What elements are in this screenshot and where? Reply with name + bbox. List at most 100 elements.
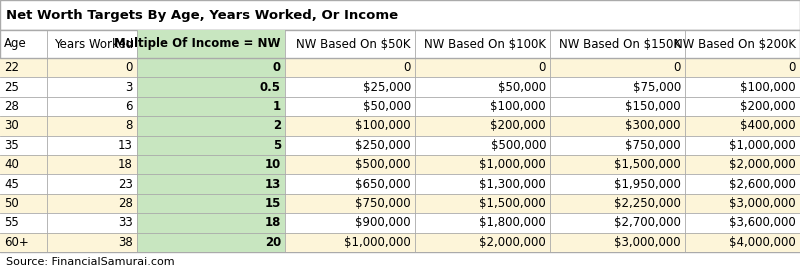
Text: $100,000: $100,000	[355, 119, 411, 132]
Text: $650,000: $650,000	[355, 178, 411, 191]
Text: 13: 13	[118, 139, 133, 152]
Text: $50,000: $50,000	[363, 100, 411, 113]
Text: $500,000: $500,000	[490, 139, 546, 152]
Text: 5: 5	[273, 139, 281, 152]
Text: $1,000,000: $1,000,000	[730, 139, 796, 152]
Text: 0: 0	[273, 61, 281, 74]
Text: $1,500,000: $1,500,000	[614, 158, 681, 171]
Bar	[0, 136, 800, 155]
Text: 10: 10	[265, 158, 281, 171]
Text: $2,600,000: $2,600,000	[729, 178, 796, 191]
Bar	[0, 58, 800, 78]
Bar	[137, 233, 285, 252]
Text: $1,000,000: $1,000,000	[479, 158, 546, 171]
Text: 13: 13	[265, 178, 281, 191]
Text: $900,000: $900,000	[355, 217, 411, 229]
Text: 2: 2	[273, 119, 281, 132]
Text: NW Based On $100K: NW Based On $100K	[424, 38, 546, 51]
Text: 0: 0	[789, 61, 796, 74]
Text: $75,000: $75,000	[633, 81, 681, 94]
Text: 0: 0	[674, 61, 681, 74]
Text: $25,000: $25,000	[362, 81, 411, 94]
Bar	[137, 136, 285, 155]
Text: 0: 0	[126, 61, 133, 74]
Text: 20: 20	[265, 236, 281, 249]
Text: Source: FinancialSamurai.com: Source: FinancialSamurai.com	[6, 257, 174, 267]
Bar	[137, 78, 285, 97]
Text: 23: 23	[118, 178, 133, 191]
Text: 40: 40	[4, 158, 19, 171]
Bar	[0, 194, 800, 213]
Text: $400,000: $400,000	[740, 119, 796, 132]
Bar	[0, 213, 800, 233]
Bar	[137, 58, 285, 78]
Text: 33: 33	[118, 217, 133, 229]
Bar	[0, 97, 800, 116]
Text: NW Based On $50K: NW Based On $50K	[297, 38, 411, 51]
Text: $200,000: $200,000	[490, 119, 546, 132]
Bar	[0, 174, 800, 194]
Text: 55: 55	[4, 217, 18, 229]
Text: $50,000: $50,000	[498, 81, 546, 94]
Text: Net Worth Targets By Age, Years Worked, Or Income: Net Worth Targets By Age, Years Worked, …	[6, 8, 398, 21]
Bar	[0, 233, 800, 252]
Text: $2,000,000: $2,000,000	[479, 236, 546, 249]
Text: $100,000: $100,000	[490, 100, 546, 113]
Text: 28: 28	[118, 197, 133, 210]
Text: $1,300,000: $1,300,000	[479, 178, 546, 191]
Text: $250,000: $250,000	[355, 139, 411, 152]
Text: 35: 35	[4, 139, 18, 152]
Text: $3,000,000: $3,000,000	[614, 236, 681, 249]
Bar	[137, 30, 285, 58]
Text: 0.5: 0.5	[260, 81, 281, 94]
Text: NW Based On $150K: NW Based On $150K	[559, 38, 681, 51]
Bar	[137, 116, 285, 136]
Text: $500,000: $500,000	[355, 158, 411, 171]
Text: $100,000: $100,000	[740, 81, 796, 94]
Text: $3,000,000: $3,000,000	[730, 197, 796, 210]
Text: 30: 30	[4, 119, 18, 132]
Text: $300,000: $300,000	[626, 119, 681, 132]
Text: 28: 28	[4, 100, 19, 113]
Text: NW Based On $200K: NW Based On $200K	[674, 38, 796, 51]
Text: Multiple Of Income = NW: Multiple Of Income = NW	[114, 38, 281, 51]
Text: $1,000,000: $1,000,000	[344, 236, 411, 249]
Bar	[137, 97, 285, 116]
Text: $4,000,000: $4,000,000	[730, 236, 796, 249]
Text: 1: 1	[273, 100, 281, 113]
Text: 22: 22	[4, 61, 19, 74]
Bar	[137, 213, 285, 233]
Text: $750,000: $750,000	[626, 139, 681, 152]
Text: Years Worked: Years Worked	[54, 38, 133, 51]
Text: $1,800,000: $1,800,000	[479, 217, 546, 229]
Text: 0: 0	[404, 61, 411, 74]
Text: 3: 3	[126, 81, 133, 94]
Text: 8: 8	[126, 119, 133, 132]
Text: 45: 45	[4, 178, 19, 191]
Text: $2,700,000: $2,700,000	[614, 217, 681, 229]
Bar	[0, 116, 800, 136]
Text: 50: 50	[4, 197, 18, 210]
Text: $3,600,000: $3,600,000	[730, 217, 796, 229]
Text: $1,500,000: $1,500,000	[479, 197, 546, 210]
Bar	[0, 30, 800, 252]
Text: $150,000: $150,000	[626, 100, 681, 113]
Text: 0: 0	[538, 61, 546, 74]
Text: $2,250,000: $2,250,000	[614, 197, 681, 210]
Text: 15: 15	[265, 197, 281, 210]
Bar	[137, 174, 285, 194]
Text: 18: 18	[265, 217, 281, 229]
Text: 38: 38	[118, 236, 133, 249]
Bar	[0, 0, 800, 30]
Text: $2,000,000: $2,000,000	[730, 158, 796, 171]
Text: $750,000: $750,000	[355, 197, 411, 210]
Text: 60+: 60+	[4, 236, 29, 249]
Text: Age: Age	[4, 38, 26, 51]
Bar	[137, 194, 285, 213]
Text: 25: 25	[4, 81, 19, 94]
Text: $200,000: $200,000	[740, 100, 796, 113]
Text: 6: 6	[126, 100, 133, 113]
Text: $1,950,000: $1,950,000	[614, 178, 681, 191]
Bar	[137, 155, 285, 174]
Bar	[0, 78, 800, 97]
